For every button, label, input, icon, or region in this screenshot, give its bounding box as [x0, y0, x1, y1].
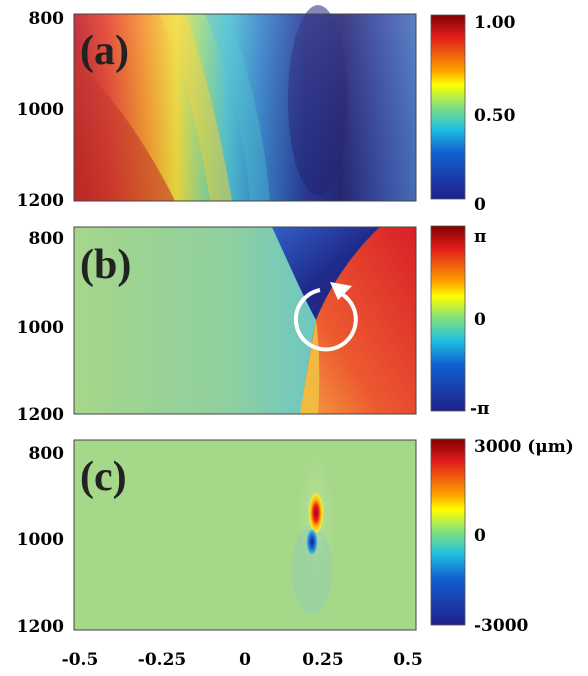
panel-c-cb-max: 3000 (μm)	[474, 437, 574, 457]
panel-a-ytick-800: 800	[29, 9, 65, 29]
panel-a: (a) 800 1000 1200 1.00 0.50 0	[17, 5, 516, 215]
panel-c-halo-blue	[292, 525, 332, 615]
xtick-0.5: 0.5	[393, 650, 423, 670]
panel-a-ytick-1000: 1000	[17, 100, 64, 120]
panel-b-cb-mid: 0	[474, 310, 486, 330]
xtick-neg-0.25: -0.25	[138, 650, 186, 670]
panel-b-label: (b)	[80, 242, 131, 288]
panel-c-ytick-800: 800	[29, 444, 65, 464]
panel-c-colorbar	[430, 438, 466, 626]
panel-b-colorbar	[430, 225, 466, 412]
panel-c-heatmap	[74, 440, 416, 630]
panel-b-cb-min: -π	[470, 399, 490, 419]
vortex-arrow-icon	[293, 282, 358, 352]
panel-a-colorbar	[430, 14, 466, 200]
xtick-0.25: 0.25	[302, 650, 343, 670]
xtick-neg-0.5: -0.5	[62, 650, 99, 670]
panel-c-label: (c)	[80, 454, 127, 500]
panel-c-ytick-1000: 1000	[17, 530, 64, 550]
panel-b-red-region	[300, 227, 416, 414]
panel-c-ytick-1200: 1200	[17, 617, 64, 637]
panel-c-cb-min: -3000	[474, 616, 529, 636]
panel-b-ytick-800: 800	[29, 229, 65, 249]
panel-c-trough	[306, 528, 318, 556]
panel-b: (b) 800 1000 1200 π 0 -π	[17, 225, 490, 425]
panel-b-ytick-1000: 1000	[17, 318, 64, 338]
panel-c-peak	[308, 491, 324, 535]
panel-a-cb-max: 1.00	[474, 13, 516, 33]
xtick-0: 0	[239, 650, 251, 670]
panel-c: (c) 800 1000 1200 -0.5 -0.25 0 0.25 0.5 …	[17, 437, 574, 670]
panel-b-seam	[300, 320, 320, 414]
panel-b-cb-max: π	[474, 227, 486, 247]
panel-a-ytick-1200: 1200	[17, 191, 64, 211]
panel-a-cb-min: 0	[474, 195, 486, 215]
panel-a-cb-mid: 0.50	[474, 106, 516, 126]
panel-a-label: (a)	[80, 28, 129, 74]
panel-c-cb-mid: 0	[474, 526, 486, 546]
panel-b-blue-wedge	[272, 227, 380, 320]
panel-b-ytick-1200: 1200	[17, 405, 64, 425]
